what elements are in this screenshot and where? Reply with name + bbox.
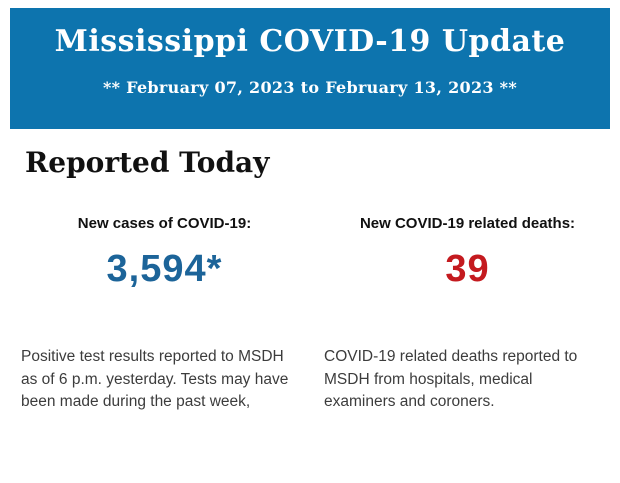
page-title: Mississippi COVID-19 Update	[54, 24, 566, 59]
new-cases-description: Positive test results reported to MSDH a…	[21, 348, 289, 410]
stats-grid: New cases of COVID-19: 3,594* Positive t…	[21, 215, 620, 414]
new-deaths-description: COVID-19 related deaths reported to MSDH…	[324, 348, 578, 410]
stat-column-new-deaths: New COVID-19 related deaths: 39 COVID-19…	[324, 215, 611, 414]
stat-column-new-cases: New cases of COVID-19: 3,594* Positive t…	[21, 215, 308, 414]
date-range-subtitle: ** February 07, 2023 to February 13, 202…	[102, 78, 518, 97]
new-cases-value: 3,594*	[106, 248, 223, 290]
header-banner: Mississippi COVID-19 Update ** February …	[10, 8, 610, 129]
new-deaths-value: 39	[445, 248, 490, 290]
new-deaths-label: New COVID-19 related deaths:	[359, 215, 576, 232]
new-cases-label: New cases of COVID-19:	[77, 215, 252, 232]
section-heading-reported-today: Reported Today	[25, 146, 270, 179]
